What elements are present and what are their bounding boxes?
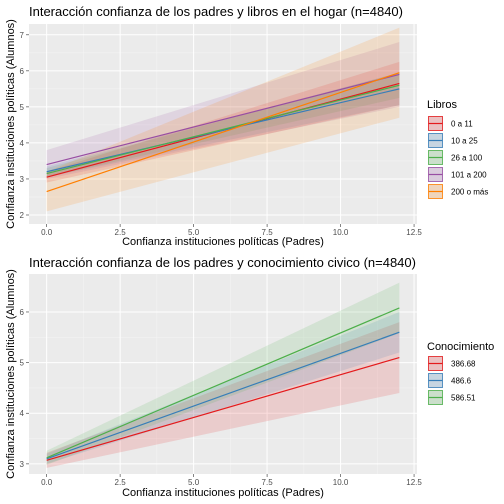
series-line (46, 88, 400, 173)
series-line (46, 331, 400, 460)
x-tick-label: 12.5 (406, 478, 422, 487)
x-tick-label: 10.0 (333, 478, 349, 487)
chart-1-y-axis-title: Confianza instituciones políticas (Alumn… (5, 19, 17, 229)
confidence-band (46, 311, 400, 464)
chart-2-plot-background (29, 274, 417, 474)
legend-label: 101 a 200 (451, 171, 487, 180)
chart-1-tick-labels: 0.0 2.5 5.0 7.5 10.0 12.5 2 3 4 5 6 7 (20, 31, 423, 237)
chart-1-series-lines (46, 72, 400, 193)
chart-1-x-axis-title: Confianza instituciones políticas (Padre… (122, 236, 324, 248)
confidence-band (46, 42, 400, 179)
chart-2-gridlines (29, 274, 417, 474)
chart-2: Interacción confianza de los padres y co… (5, 255, 494, 499)
y-tick-label: 7 (20, 31, 25, 40)
chart-1-gridlines (29, 24, 417, 224)
chart-2-series-lines (46, 307, 400, 461)
series-line (46, 73, 400, 166)
x-tick-label: 7.5 (262, 228, 274, 237)
confidence-band (46, 61, 400, 183)
chart-2-x-axis-title: Confianza instituciones políticas (Padre… (122, 487, 324, 499)
chart-2-tick-labels: 0.0 2.5 5.0 7.5 10.0 12.5 3 4 5 6 (20, 308, 423, 487)
y-tick-label: 3 (20, 460, 25, 469)
legend-label: 10 a 25 (451, 137, 478, 146)
x-tick-label: 0.0 (41, 228, 53, 237)
legend-label: 386.68 (451, 360, 476, 369)
x-tick-label: 5.0 (188, 478, 200, 487)
chart-2-title: Interacción confianza de los padres y co… (29, 255, 416, 270)
legend-label: 586.51 (451, 394, 476, 403)
x-tick-label: 2.5 (115, 478, 127, 487)
y-tick-label: 6 (20, 67, 25, 76)
chart-1-title: Interacción confianza de los padres y li… (29, 4, 403, 19)
chart-2-legend-title: Conocimiento (427, 341, 494, 353)
series-line (46, 356, 400, 461)
chart-1-plot-background (29, 24, 417, 224)
chart-2-y-axis-title: Confianza instituciones políticas (Alumn… (5, 269, 17, 479)
chart-2-legend: Conocimiento 386.68 486.6 586.51 (427, 341, 494, 405)
y-tick-label: 2 (20, 211, 25, 220)
x-tick-label: 10.0 (333, 228, 349, 237)
y-tick-label: 3 (20, 175, 25, 184)
legend-label: 26 a 100 (451, 154, 483, 163)
chart-1-legend: Libros 0 a 11 10 a 25 26 a 100 101 a 200 200… (427, 99, 488, 199)
y-tick-label: 6 (20, 308, 25, 317)
legend-label: 486.6 (451, 377, 472, 386)
x-tick-label: 12.5 (406, 228, 422, 237)
confidence-band (46, 282, 400, 465)
y-tick-label: 4 (20, 139, 25, 148)
series-line (46, 72, 400, 193)
legend-label: 0 a 11 (451, 120, 473, 129)
legend-label: 200 o más (451, 188, 488, 197)
x-tick-label: 2.5 (115, 228, 127, 237)
x-tick-label: 0.0 (41, 478, 53, 487)
series-line (46, 307, 400, 459)
chart-1: Interacción confianza de los padres y li… (5, 4, 488, 248)
chart-1-legend-title: Libros (427, 99, 457, 111)
x-tick-label: 5.0 (188, 228, 200, 237)
x-tick-label: 7.5 (262, 478, 274, 487)
y-tick-label: 4 (20, 409, 25, 418)
y-tick-label: 5 (20, 103, 25, 112)
series-line (46, 84, 400, 175)
y-tick-label: 5 (20, 359, 25, 368)
